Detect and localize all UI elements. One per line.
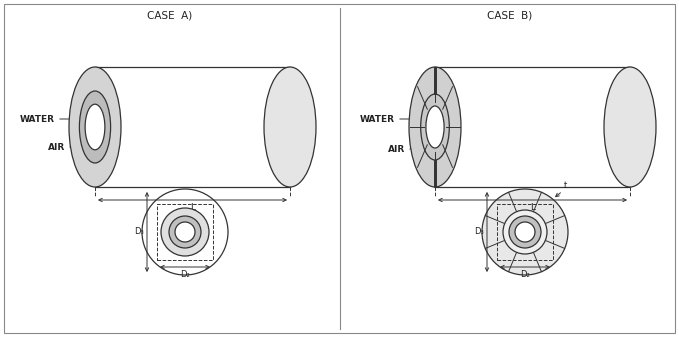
Circle shape [175,222,195,242]
Bar [157,204,213,260]
Text: D₃: D₃ [474,227,484,237]
Ellipse shape [426,106,444,148]
Ellipse shape [264,67,316,187]
Ellipse shape [85,104,105,150]
Text: AIR: AIR [48,143,65,152]
Text: AIR: AIR [388,145,405,153]
Circle shape [169,216,201,248]
Text: CASE  B): CASE B) [488,11,532,21]
Ellipse shape [409,67,461,187]
Text: WATER: WATER [360,115,395,123]
Text: L: L [530,203,535,212]
Circle shape [509,216,541,248]
Text: D₁: D₁ [529,220,539,229]
Text: CASE  A): CASE A) [147,11,193,21]
Circle shape [142,189,228,275]
Text: D₂: D₂ [520,270,530,279]
Text: L: L [190,203,195,212]
Ellipse shape [79,91,111,163]
Ellipse shape [421,94,449,160]
Ellipse shape [69,67,121,187]
Text: t: t [564,181,567,190]
Text: D₁: D₁ [189,220,199,229]
Bar [497,204,553,260]
Circle shape [161,208,209,256]
Circle shape [515,222,535,242]
Circle shape [482,189,568,275]
Circle shape [503,210,547,254]
FancyBboxPatch shape [4,4,675,333]
Text: D₃: D₃ [134,227,144,237]
Text: WATER: WATER [20,115,55,123]
Text: D₂: D₂ [180,270,190,279]
Ellipse shape [604,67,656,187]
